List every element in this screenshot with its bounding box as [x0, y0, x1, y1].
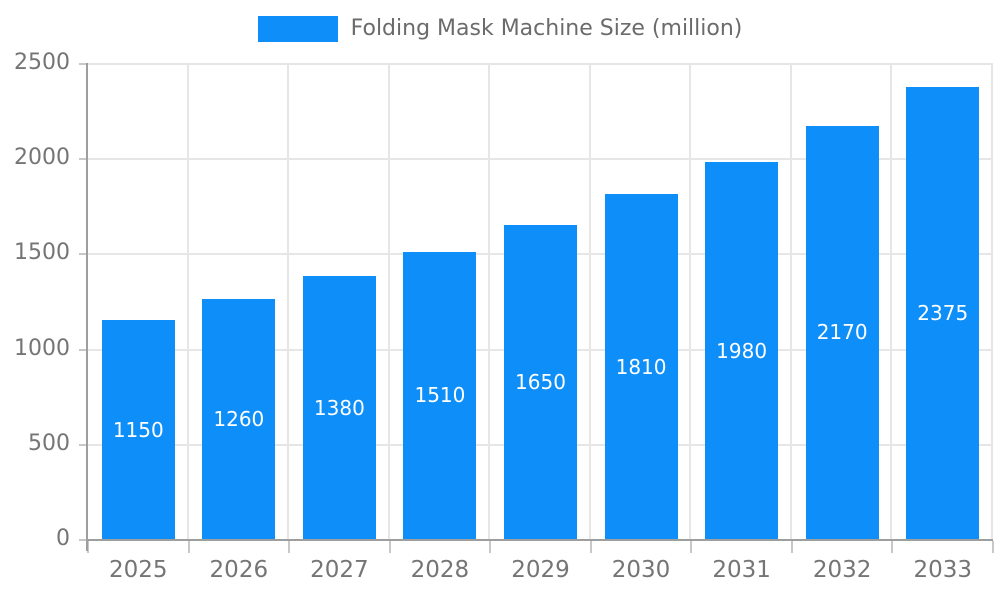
legend-swatch-icon	[257, 16, 338, 42]
x-axis-tick	[790, 541, 793, 553]
bar-value-label: 1650	[515, 369, 566, 394]
y-axis-label: 1000	[14, 335, 70, 361]
bar-2033[interactable]: 2375	[906, 86, 980, 539]
x-axis-label: 2027	[310, 557, 369, 583]
bar-value-label: 1380	[313, 395, 365, 420]
x-axis-tick	[489, 541, 492, 553]
x-axis-tick	[187, 541, 190, 553]
gridline-horizontal	[88, 63, 993, 65]
x-axis-label: 2032	[812, 557, 872, 583]
y-axis-tick	[79, 348, 86, 351]
x-axis-tick	[87, 541, 89, 553]
bar-2032[interactable]: 2170	[805, 125, 879, 539]
gridline-vertical	[890, 63, 893, 539]
gridline-horizontal	[88, 158, 993, 161]
x-axis-tick	[589, 541, 592, 553]
y-axis-line	[86, 63, 88, 551]
plot-area: 0 500 1000 1500 2000 2500 1150 2025 1260 2026 1380…	[14, 50, 994, 583]
gridline-vertical	[789, 63, 792, 539]
bar-value-label: 1150	[112, 417, 164, 442]
bar-2026[interactable]: 1260	[202, 299, 276, 539]
gridline-vertical	[588, 63, 591, 539]
x-axis-tick	[992, 541, 994, 553]
y-axis-label: 500	[28, 430, 70, 456]
x-axis-label: 2026	[209, 557, 269, 583]
x-axis-tick	[288, 541, 291, 553]
legend[interactable]: Folding Mask Machine Size (million)	[0, 16, 1000, 42]
x-axis-label: 2030	[611, 557, 671, 583]
bar-value-label: 1980	[716, 338, 768, 363]
bar-2027[interactable]: 1380	[302, 276, 376, 539]
y-axis-tick	[79, 253, 86, 256]
y-axis-tick	[79, 63, 86, 65]
x-axis-label: 2031	[712, 557, 771, 583]
bar-value-label: 1260	[213, 407, 265, 432]
gridline-vertical	[186, 63, 189, 539]
y-axis-label: 2500	[14, 50, 70, 75]
y-axis-tick	[79, 443, 86, 446]
gridline-vertical	[991, 63, 993, 539]
gridline-vertical	[488, 63, 491, 539]
bar-2031[interactable]: 1980	[705, 162, 779, 539]
x-axis-label: 2029	[511, 557, 570, 583]
bar-value-label: 2375	[917, 300, 969, 325]
x-axis-tick	[891, 541, 894, 553]
bar-2030[interactable]: 1810	[604, 194, 678, 539]
bar-2025[interactable]: 1150	[101, 320, 175, 539]
bar-value-label: 2170	[816, 320, 868, 345]
y-axis-label: 1500	[14, 240, 70, 266]
x-axis-label: 2033	[913, 557, 972, 583]
x-axis-line	[86, 539, 993, 541]
x-axis-label: 2025	[109, 557, 168, 583]
legend-label: Folding Mask Machine Size (million)	[350, 16, 743, 41]
y-axis-label: 2000	[14, 145, 70, 171]
y-axis-tick	[79, 158, 86, 161]
y-axis-label: 0	[56, 526, 70, 551]
bar-value-label: 1510	[414, 383, 466, 408]
gridline-vertical	[689, 63, 692, 539]
bar-2028[interactable]: 1510	[403, 251, 477, 539]
gridline-vertical	[387, 63, 390, 539]
x-axis-tick	[388, 541, 391, 553]
bar-value-label: 1810	[615, 354, 667, 379]
x-axis-label: 2028	[410, 557, 470, 583]
y-axis-tick	[79, 539, 86, 541]
bar-2029[interactable]: 1650	[504, 224, 577, 539]
x-axis-tick	[690, 541, 693, 553]
gridline-vertical	[287, 63, 290, 539]
